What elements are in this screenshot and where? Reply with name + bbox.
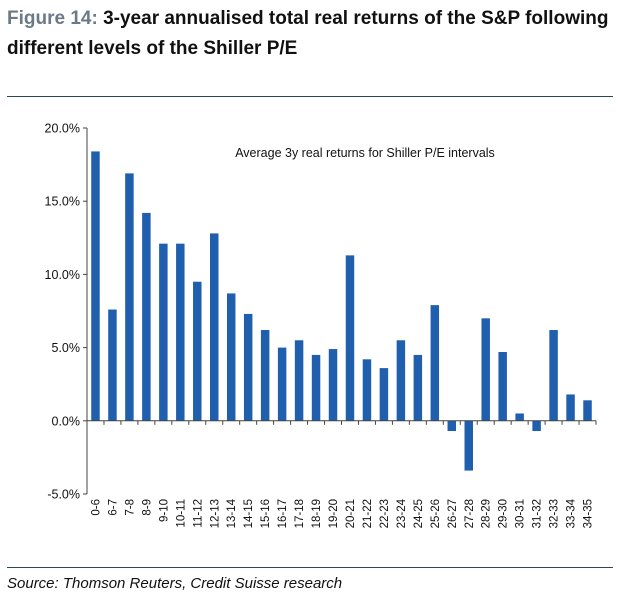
x-tick-label: 22-23 — [379, 499, 391, 528]
x-tick-label: 26-27 — [447, 499, 459, 528]
bar-20-21 — [345, 255, 355, 421]
bar-11-12 — [193, 281, 202, 421]
bar-29-30 — [498, 351, 507, 421]
bar-10-11 — [176, 243, 185, 421]
bar-24-25 — [413, 354, 423, 421]
x-tick-label: 13-14 — [226, 498, 238, 528]
x-tick-label: 6-7 — [107, 499, 119, 516]
x-tick-label: 23-24 — [396, 498, 408, 528]
x-tick-label: 14-15 — [243, 499, 255, 528]
y-tick-label: 5.0% — [52, 341, 81, 355]
x-tick-label: 17-18 — [294, 499, 306, 528]
figure-title-text: 3-year annualised total real returns of … — [7, 8, 609, 59]
bar-32-33 — [549, 330, 558, 421]
x-tick-label: 9-10 — [158, 499, 170, 522]
x-tick-label: 12-13 — [209, 499, 221, 528]
y-tick-label: 20.0% — [45, 122, 80, 136]
bar-33-34 — [566, 394, 575, 421]
bars-group — [91, 151, 592, 471]
bar-19-20 — [328, 349, 338, 421]
x-tick-label: 30-31 — [515, 499, 527, 528]
x-tick-label: 16-17 — [277, 499, 289, 528]
source-note: Source: Thomson Reuters, Credit Suisse r… — [7, 575, 343, 592]
x-tick-label: 29-30 — [498, 499, 510, 528]
bar-12-13 — [210, 233, 219, 421]
x-tick-label: 24-25 — [413, 499, 425, 528]
bar-21-22 — [362, 359, 372, 421]
bar-23-24 — [396, 340, 406, 421]
bar-30-31 — [515, 413, 524, 421]
bar-34-35 — [583, 400, 592, 421]
bar-14-15 — [243, 313, 253, 421]
bottom-rule — [7, 567, 613, 568]
x-tick-label: 19-20 — [328, 499, 340, 528]
y-tick-label: -5.0% — [47, 488, 80, 502]
y-tick-label: 0.0% — [52, 414, 81, 428]
x-tick-label: 33-34 — [566, 498, 578, 528]
bar-chart: Average 3y real returns for Shiller P/E … — [45, 122, 597, 528]
bar-17-18 — [294, 340, 304, 421]
figure-title: Figure 14: 3-year annualised total real … — [7, 4, 619, 64]
y-axis: 20.0% 15.0% 10.0% 5.0% 0.0% -5.0% — [45, 122, 88, 502]
bar-15-16 — [260, 330, 270, 421]
x-tick-label: 8-9 — [141, 499, 153, 516]
x-tick-label: 15-16 — [260, 499, 272, 528]
bar-18-19 — [311, 354, 321, 421]
chart-title: Average 3y real returns for Shiller P/E … — [235, 146, 495, 160]
bar-22-23 — [379, 368, 389, 421]
bar-8-9 — [142, 212, 151, 421]
x-tick-label: 18-19 — [311, 499, 323, 528]
x-tick-label: 21-22 — [362, 499, 374, 528]
bar-13-14 — [226, 293, 236, 421]
bar-26-27 — [447, 420, 457, 432]
bar-25-26 — [430, 305, 440, 421]
bar-0-6 — [91, 151, 100, 421]
y-tick-label: 15.0% — [45, 195, 80, 209]
bar-6-7 — [108, 309, 117, 421]
bar-9-10 — [159, 243, 168, 421]
figure-label: Figure 14: — [7, 8, 98, 29]
x-axis: 0-6 6-7 7-8 8-9 9-10 10-11 11-12 12-13 13-14 14-1… — [86, 420, 597, 528]
x-tick-label: 10-11 — [175, 499, 187, 528]
bar-27-28 — [464, 420, 473, 471]
bar-28-29 — [481, 318, 490, 421]
x-tick-label: 25-26 — [430, 499, 442, 528]
x-tick-label: 20-21 — [345, 499, 357, 528]
bar-16-17 — [277, 347, 287, 421]
x-tick-label: 0-6 — [90, 499, 102, 516]
x-tick-label: 27-28 — [464, 499, 476, 528]
x-tick-label: 34-35 — [583, 499, 595, 528]
bar-7-8 — [125, 173, 134, 421]
y-tick-label: 10.0% — [45, 268, 80, 282]
top-rule — [7, 96, 613, 97]
bar-31-32 — [532, 420, 541, 432]
x-tick-label: 7-8 — [124, 499, 136, 516]
x-tick-label: 28-29 — [481, 499, 493, 528]
x-tick-label: 31-32 — [532, 499, 544, 528]
x-tick-label: 32-33 — [549, 499, 561, 528]
x-tick-label: 11-12 — [192, 499, 204, 528]
